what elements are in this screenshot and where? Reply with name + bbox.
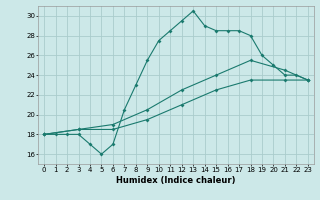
- X-axis label: Humidex (Indice chaleur): Humidex (Indice chaleur): [116, 176, 236, 185]
